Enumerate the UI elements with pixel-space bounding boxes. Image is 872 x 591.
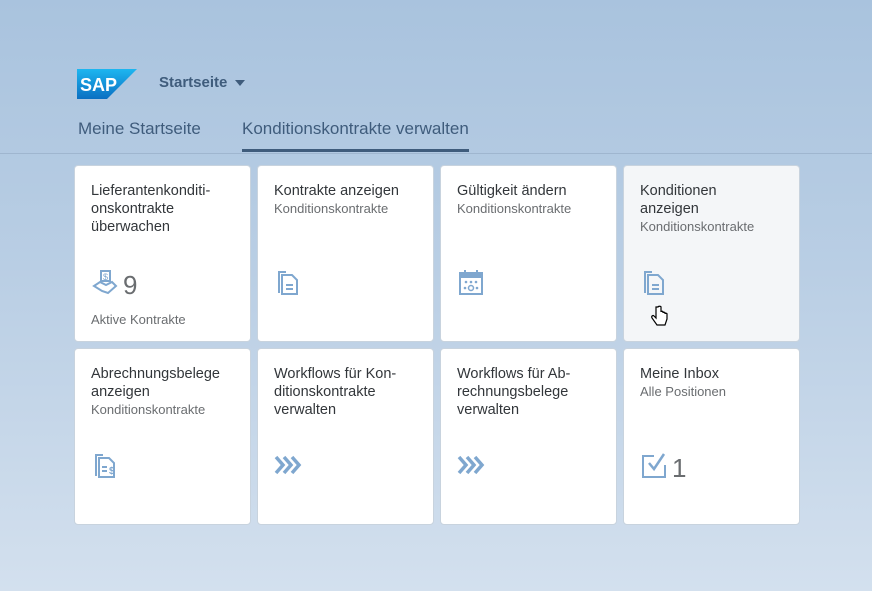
tab-konditionskontrakte-verwalten[interactable]: Konditionskontrakte verwalten [242,119,469,152]
caret-down-icon [235,79,246,86]
tile[interactable]: Kontrakte anzeigen Konditionskontrakte [257,165,434,342]
tile-number: 1 [672,453,687,483]
tile-title: Lieferantenkonditi- [91,183,211,199]
workflow-chevrons-icon [457,455,485,475]
home-label: Startseite [159,74,228,91]
tile-title: anzeigen [91,384,150,400]
svg-text:$: $ [103,272,108,282]
tile-title: Konditionen [640,183,717,199]
document-money-icon: $ [95,454,115,478]
tile-subtitle: Konditionskontrakte [457,201,572,216]
tile[interactable]: Gültigkeit ändern Konditionskontrakte [440,165,617,342]
sap-logo: SAP [77,69,137,99]
tile-subtitle: Alle Positionen [640,384,726,399]
tile[interactable]: Konditionen anzeigen Konditionskontrakte [623,165,800,342]
tile[interactable]: Meine Inbox Alle Positionen 1 [623,348,800,525]
tile[interactable]: Workflows für Kon-ditionskontrakte verwal… [257,348,434,525]
tab-bar: Meine Startseite Konditionskontrakte ver… [0,110,872,154]
tile-title: Workflows für Kon- [274,366,397,382]
tile-title: onskontrakte [91,201,175,217]
tile-title: Gültigkeit ändern [457,183,567,199]
tab-meine-startseite[interactable]: Meine Startseite [78,119,201,138]
tile-number: 9 [123,270,138,300]
calendar-icon [459,270,483,295]
tile-title: anzeigen [640,201,699,217]
tile[interactable]: Abrechnungsbelege anzeigen Konditionskontr… [74,348,251,525]
tile-title: ditionskontrakte [274,384,376,400]
tile[interactable]: Lieferantenkonditi-onskontrakte überwache… [74,165,251,342]
tile-subtitle: Konditionskontrakte [640,219,755,234]
svg-text:SAP: SAP [80,75,117,95]
tile-title: rechnungsbelege [457,384,569,400]
money-handshake-icon: $ [92,270,118,295]
hand-cursor-icon [651,305,668,326]
documents-icon [644,271,664,295]
tile-title: verwalten [457,402,520,418]
documents-icon [278,271,298,295]
svg-text:$: $ [109,466,115,477]
tile-subtitle: Konditionskontrakte [91,402,206,417]
tile-title: überwachen [91,219,170,235]
tile-title: verwalten [274,402,337,418]
workflow-chevrons-icon [274,455,302,475]
inbox-check-icon [642,453,666,478]
tile-title: Abrechnungsbelege [91,366,220,382]
tile-title: Workflows für Ab- [457,366,571,382]
tile-title: Meine Inbox [640,366,719,382]
tile-title: Kontrakte anzeigen [274,183,399,199]
home-menu-button[interactable]: Startseite [159,74,246,91]
tile[interactable]: Workflows für Ab-rechnungsbelege verwalte… [440,348,617,525]
tile-footer: Aktive Kontrakte [91,312,186,327]
tile-subtitle: Konditionskontrakte [274,201,389,216]
